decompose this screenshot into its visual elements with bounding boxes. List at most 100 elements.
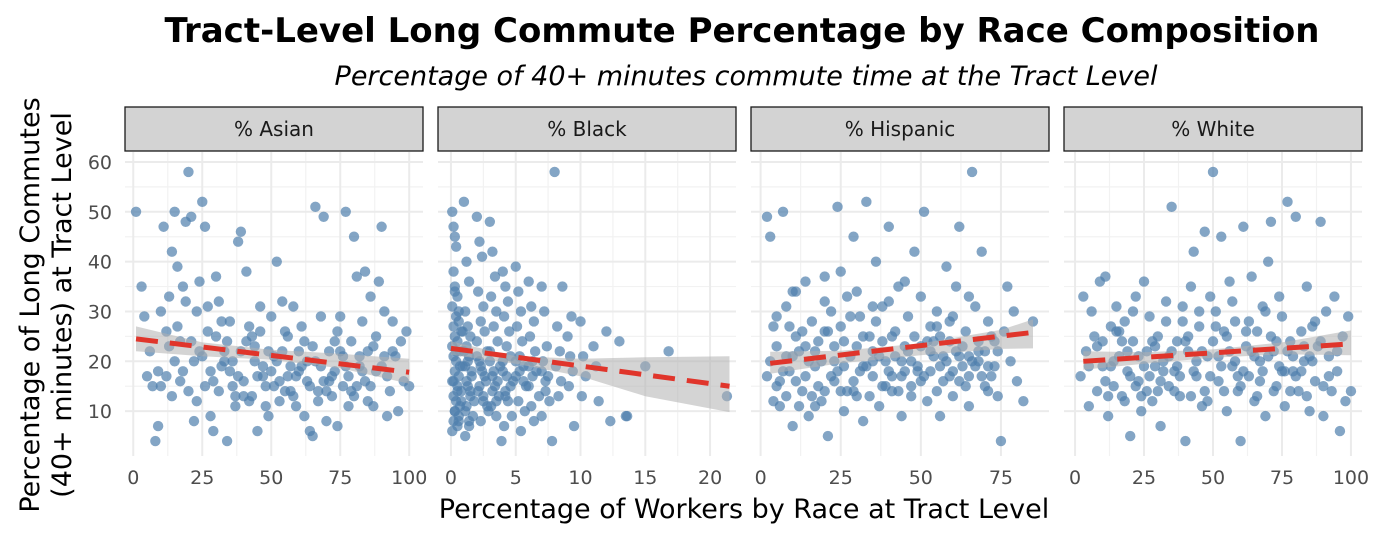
scatter-point (912, 361, 923, 372)
scatter-point (474, 236, 485, 247)
scatter-point (488, 366, 499, 377)
scatter-point (605, 415, 616, 427)
scatter-point (1108, 381, 1119, 392)
scatter-point (205, 410, 216, 422)
scatter-point (771, 341, 782, 352)
scatter-point (475, 316, 486, 327)
scatter-point (1160, 296, 1172, 307)
scatter-point (213, 296, 225, 307)
scatter-point (1213, 376, 1224, 387)
scatter-point (307, 341, 318, 352)
scatter-point (970, 301, 981, 312)
scatter-point (1207, 336, 1219, 347)
scatter-point (896, 356, 907, 367)
facet-label: % Asian (234, 117, 314, 141)
scatter-point (851, 286, 862, 297)
scatter-point (851, 341, 862, 352)
scatter-point (1296, 326, 1307, 337)
scatter-point (1147, 395, 1158, 407)
scatter-point (848, 386, 859, 397)
scatter-point (230, 390, 241, 402)
scatter-point (1265, 216, 1277, 227)
scatter-point (1127, 306, 1139, 317)
scatter-point (854, 366, 866, 377)
facet-label: % Black (547, 117, 627, 141)
scatter-point (158, 221, 169, 232)
scatter-point (183, 166, 194, 178)
scatter-point (474, 381, 485, 392)
scatter-point (318, 376, 329, 387)
scatter-point (800, 341, 811, 352)
scatter-point (453, 415, 464, 427)
scatter-point (491, 395, 502, 407)
scatter-point (492, 336, 503, 347)
scatter-point (1075, 371, 1086, 382)
scatter-point (475, 361, 486, 372)
x-tick-label: 20 (698, 467, 722, 489)
scatter-point (896, 371, 907, 382)
scatter-point (310, 201, 321, 213)
x-tick-label: 0 (1069, 467, 1081, 489)
scatter-point (877, 336, 888, 347)
scatter-point (1177, 301, 1188, 312)
scatter-point (915, 291, 927, 302)
scatter-point (1078, 291, 1089, 302)
scatter-point (1309, 376, 1321, 387)
scatter-point (500, 281, 511, 292)
scatter-point (963, 400, 975, 412)
scatter-point (340, 206, 351, 218)
scatter-point (517, 336, 528, 347)
scatter-point (457, 326, 468, 337)
scatter-point (219, 356, 230, 367)
scatter-point (1238, 221, 1249, 232)
scatter-point (835, 266, 846, 277)
scatter-point (359, 376, 371, 387)
y-tick-label: 40 (88, 252, 112, 274)
scatter-point (1100, 271, 1111, 282)
scatter-point (315, 311, 327, 322)
scatter-point (819, 326, 830, 337)
x-tick-label: 10 (568, 467, 592, 489)
scatter-point (899, 276, 911, 287)
scatter-point (1199, 226, 1210, 237)
scatter-point (463, 415, 475, 427)
y-tick-label: 30 (88, 301, 112, 323)
y-axis-title-line1: Percentage of Long Commutes (15, 97, 46, 512)
scatter-point (365, 291, 376, 302)
scatter-point (312, 386, 324, 397)
scatter-point (475, 415, 486, 427)
scatter-point (453, 306, 464, 317)
scatter-point (332, 420, 343, 432)
scatter-point (557, 281, 568, 292)
scatter-point (460, 405, 471, 417)
scatter-point (787, 420, 798, 432)
scatter-point (1210, 306, 1221, 317)
scatter-point (1235, 435, 1246, 447)
scatter-point (485, 291, 497, 302)
scatter-point (819, 271, 830, 282)
scatter-point (1086, 306, 1097, 317)
scatter-point (906, 390, 917, 402)
scatter-point (448, 321, 459, 332)
scatter-point (528, 316, 540, 327)
scatter-point (147, 381, 158, 392)
scatter-point (1293, 386, 1304, 397)
scatter-point (448, 221, 459, 232)
facet-strip (437, 106, 737, 152)
scatter-point (947, 311, 959, 322)
scatter-point (1180, 336, 1191, 347)
scatter-point (1158, 366, 1169, 377)
scatter-point (266, 366, 277, 377)
scatter-point (448, 376, 459, 387)
scatter-point (296, 321, 307, 332)
scatter-point (513, 286, 524, 297)
scatter-point (614, 336, 625, 347)
scatter-point (449, 286, 461, 297)
scatter-point (1199, 386, 1210, 397)
scatter-point (515, 306, 527, 317)
scatter-point (1169, 386, 1180, 397)
scatter-point (1218, 386, 1230, 397)
x-tick-label: 0 (755, 467, 767, 489)
scatter-point (1136, 390, 1147, 402)
